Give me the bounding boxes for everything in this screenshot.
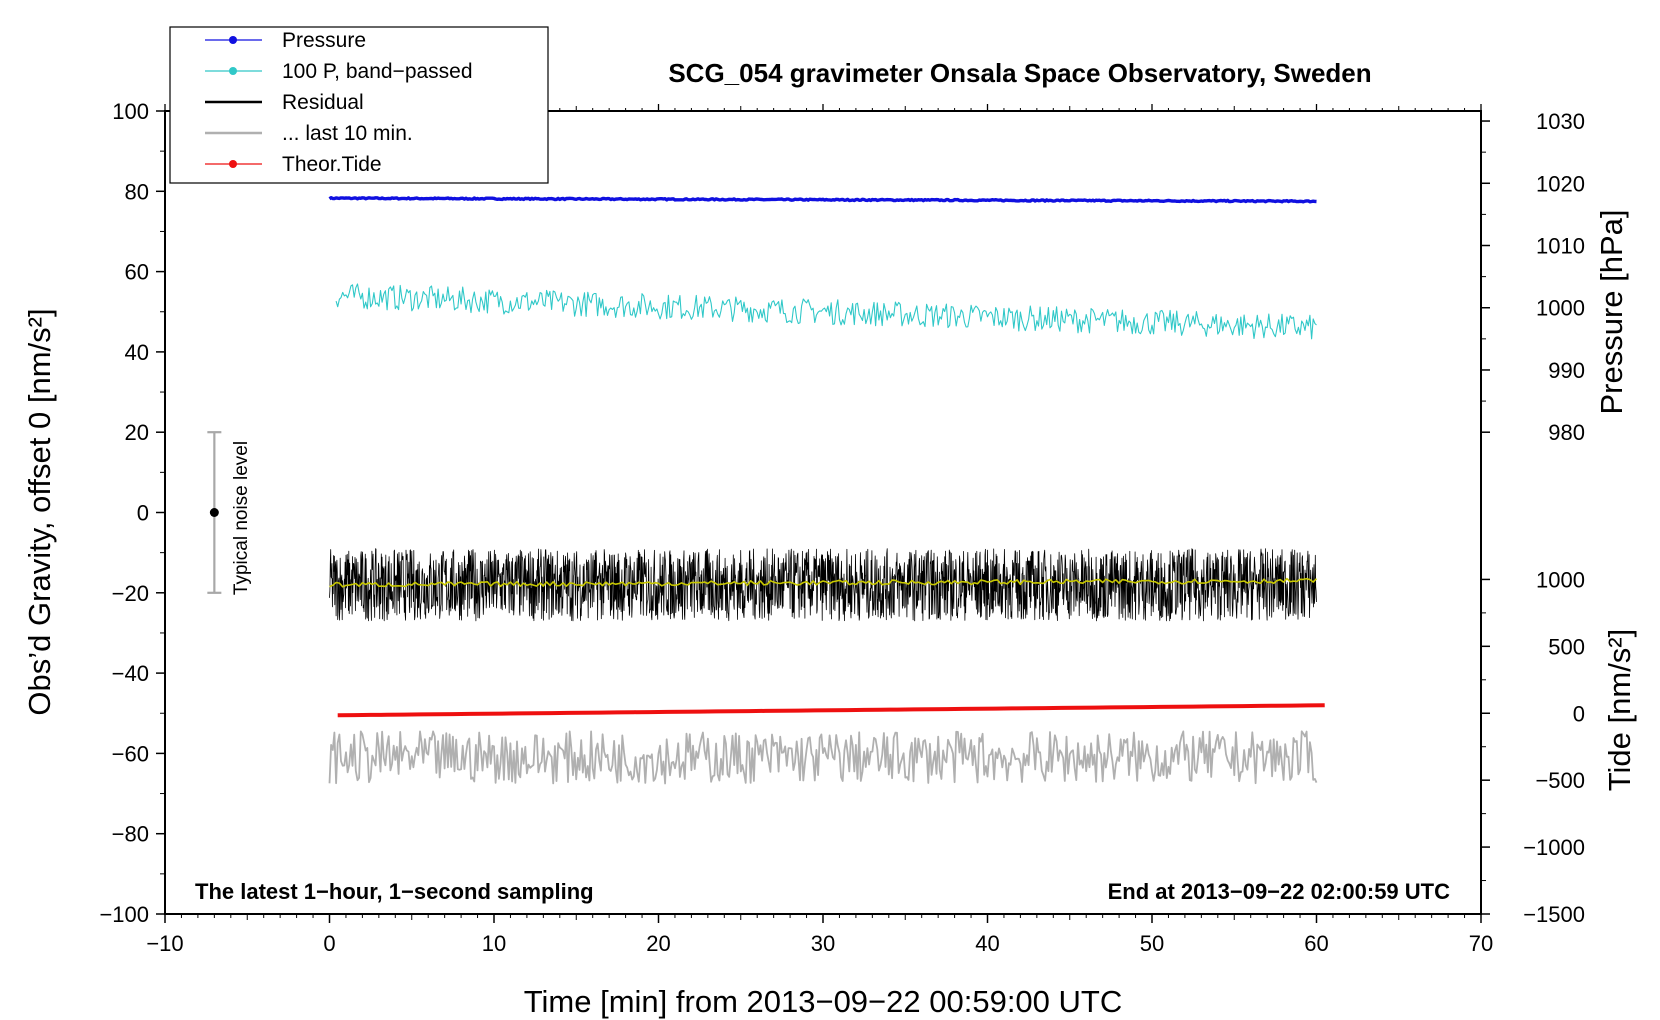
y-tick-label: −20 — [112, 581, 149, 606]
x-tick-label: 0 — [323, 931, 335, 956]
legend-marker — [229, 160, 237, 168]
x-tick-label: 20 — [646, 931, 670, 956]
y-tick-label: 100 — [112, 99, 149, 124]
legend-label: Theor.Tide — [282, 153, 382, 176]
tide-tick-label: 500 — [1548, 634, 1585, 659]
x-tick-label: 40 — [975, 931, 999, 956]
x-tick-label: 10 — [482, 931, 506, 956]
annotation-end-time: End at 2013−09−22 02:00:59 UTC — [1108, 879, 1451, 904]
noise-level-label: Typical noise level — [231, 441, 252, 595]
x-tick-label: −10 — [146, 931, 183, 956]
legend-label: ... last 10 min. — [282, 122, 413, 145]
legend-box — [169, 26, 549, 184]
y-tick-label: 60 — [125, 260, 149, 285]
series-line-last-10-min — [328, 730, 1318, 785]
legend-label: 100 P, band−passed — [282, 60, 473, 83]
y-tick-label: 40 — [125, 340, 149, 365]
x-tick-label: 50 — [1140, 931, 1164, 956]
y-tick-label: −60 — [112, 741, 149, 766]
tide-tick-label: 1000 — [1536, 567, 1585, 592]
series-line-100-p-band-passed — [335, 283, 1317, 340]
y-axis-title-pressure: Pressure [hPa] — [1594, 209, 1629, 414]
series-line-pressure — [328, 195, 1317, 204]
tide-tick-label: −500 — [1535, 768, 1585, 793]
x-tick-label: 60 — [1304, 931, 1328, 956]
series-layer — [328, 195, 1325, 785]
ticks-layer: −10 0 10 20 30 40 50 60 70−100−80−60−40−20020406… — [99, 99, 1585, 956]
series-line-residual-smoothed — [329, 577, 1318, 588]
series-line-theor-tide — [337, 703, 1325, 718]
tide-tick-label: 0 — [1573, 701, 1585, 726]
legend-marker — [229, 67, 237, 75]
legend-label: Residual — [282, 91, 364, 114]
y-tick-label: −40 — [112, 661, 149, 686]
series-line-residual — [329, 548, 1317, 622]
legend-marker — [229, 36, 237, 44]
y-tick-label: 20 — [125, 420, 149, 445]
pressure-tick-label: 1000 — [1536, 296, 1585, 321]
x-tick-label: 70 — [1469, 931, 1493, 956]
y-tick-label: 80 — [125, 179, 149, 204]
x-tick-label: 30 — [811, 931, 835, 956]
legend: Pressure 100 P, band−passed Residual ... la… — [169, 26, 549, 184]
pressure-tick-label: 1030 — [1536, 109, 1585, 134]
x-axis-title: Time [min] from 2013−09−22 00:59:00 UTC — [524, 984, 1123, 1019]
y-axis-title-left: Obs’d Gravity, offset 0 [nm/s²] — [22, 308, 57, 715]
pressure-tick-label: 980 — [1548, 420, 1585, 445]
chart-title: SCG_054 gravimeter Onsala Space Observat… — [668, 58, 1371, 88]
pressure-tick-label: 1020 — [1536, 171, 1585, 196]
annotation-sampling: The latest 1−hour, 1−second sampling — [195, 879, 594, 904]
tide-tick-label: −1500 — [1523, 902, 1585, 927]
pressure-tick-label: 990 — [1548, 358, 1585, 383]
y-tick-label: −80 — [112, 822, 149, 847]
y-tick-label: −100 — [99, 902, 149, 927]
y-tick-label: 0 — [137, 501, 149, 526]
plot-frame — [164, 110, 1482, 915]
tide-tick-label: −1000 — [1523, 835, 1585, 860]
y-axis-title-tide: Tide [nm/s²] — [1602, 629, 1637, 792]
noise-level-indicator — [207, 431, 222, 594]
legend-label: Pressure — [282, 29, 366, 52]
pressure-tick-label: 1010 — [1536, 234, 1585, 259]
noise-bar-center-dot — [209, 508, 219, 517]
